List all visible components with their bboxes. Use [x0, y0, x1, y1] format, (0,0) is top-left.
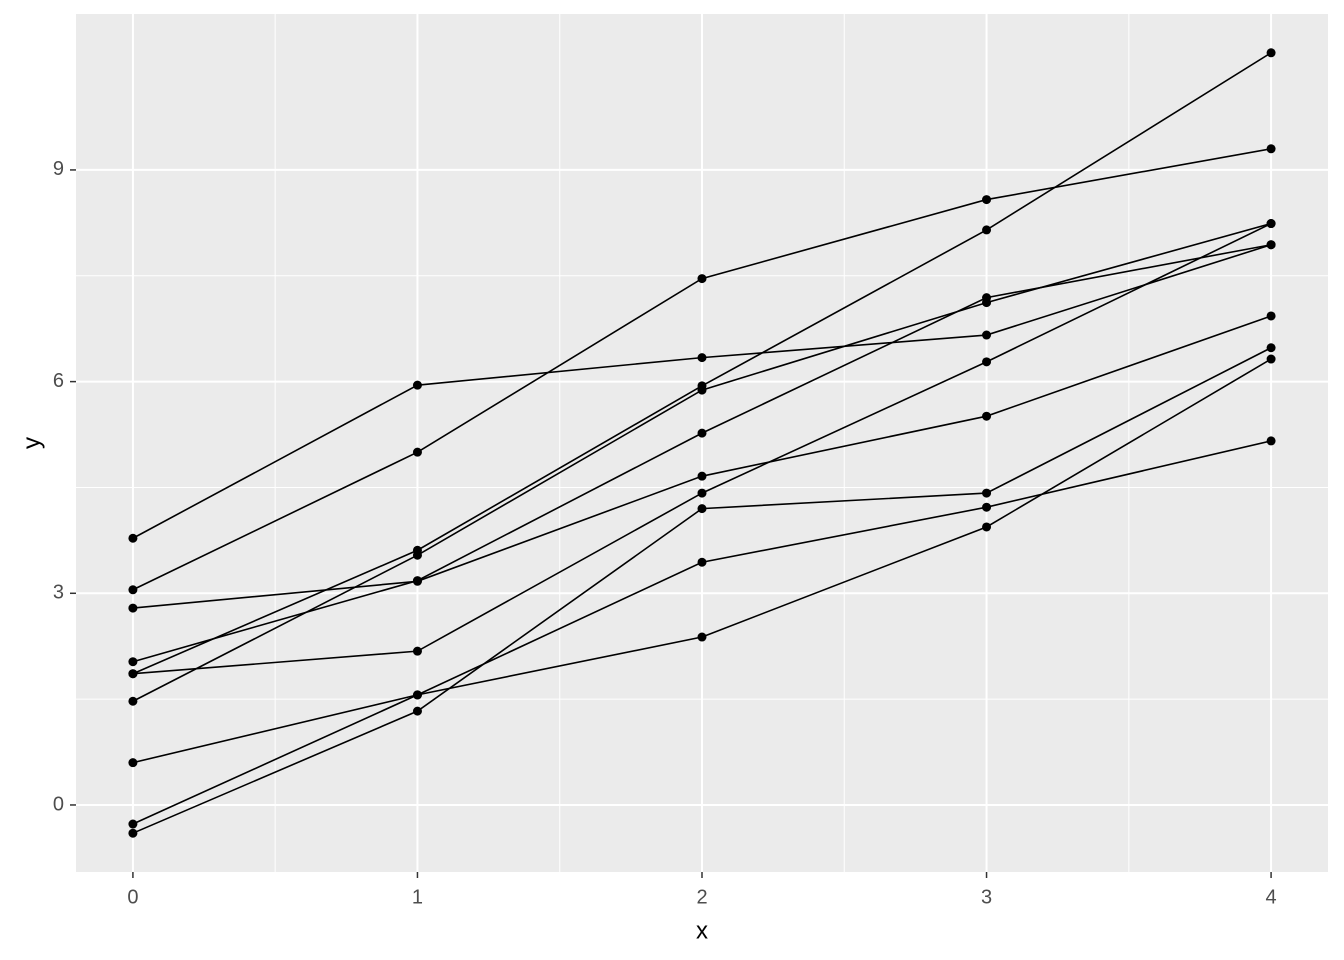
data-point [128, 828, 138, 838]
data-point [128, 758, 138, 768]
data-point [1266, 343, 1276, 353]
data-point [412, 690, 422, 700]
x-tick-label: 1 [412, 886, 423, 908]
data-point [982, 330, 992, 340]
data-point [1266, 240, 1276, 250]
y-tick-label: 0 [53, 793, 64, 815]
data-point [697, 557, 707, 567]
data-point [412, 380, 422, 390]
data-point [982, 225, 992, 235]
data-point [1266, 219, 1276, 229]
data-point [697, 385, 707, 395]
data-point [1266, 144, 1276, 154]
x-tick-label: 4 [1266, 886, 1277, 908]
data-point [697, 488, 707, 498]
y-axis-title: y [18, 437, 45, 449]
data-point [697, 632, 707, 642]
y-tick-label: 9 [53, 158, 64, 180]
data-point [1266, 48, 1276, 58]
data-point [982, 298, 992, 308]
data-point [982, 522, 992, 532]
data-point [1266, 354, 1276, 364]
data-point [128, 669, 138, 679]
data-point [128, 533, 138, 543]
data-point [697, 428, 707, 438]
x-axis-title: x [696, 917, 708, 944]
data-point [1266, 436, 1276, 446]
data-point [128, 603, 138, 613]
data-point [697, 471, 707, 481]
data-point [982, 488, 992, 498]
data-point [982, 502, 992, 512]
x-tick-label: 0 [127, 886, 138, 908]
data-point [697, 504, 707, 514]
data-point [128, 819, 138, 829]
data-point [982, 357, 992, 367]
x-tick-label: 3 [981, 886, 992, 908]
y-tick-label: 3 [53, 582, 64, 604]
data-point [412, 576, 422, 586]
x-tick-label: 2 [696, 886, 707, 908]
data-point [412, 550, 422, 560]
data-point [982, 195, 992, 205]
data-point [412, 447, 422, 457]
data-point [697, 274, 707, 284]
data-point [128, 657, 138, 667]
data-point [128, 585, 138, 595]
data-point [1266, 311, 1276, 321]
data-point [412, 646, 422, 656]
data-point [982, 411, 992, 421]
data-point [412, 706, 422, 716]
data-point [697, 353, 707, 363]
y-tick-label: 6 [53, 370, 64, 392]
data-point [128, 696, 138, 706]
